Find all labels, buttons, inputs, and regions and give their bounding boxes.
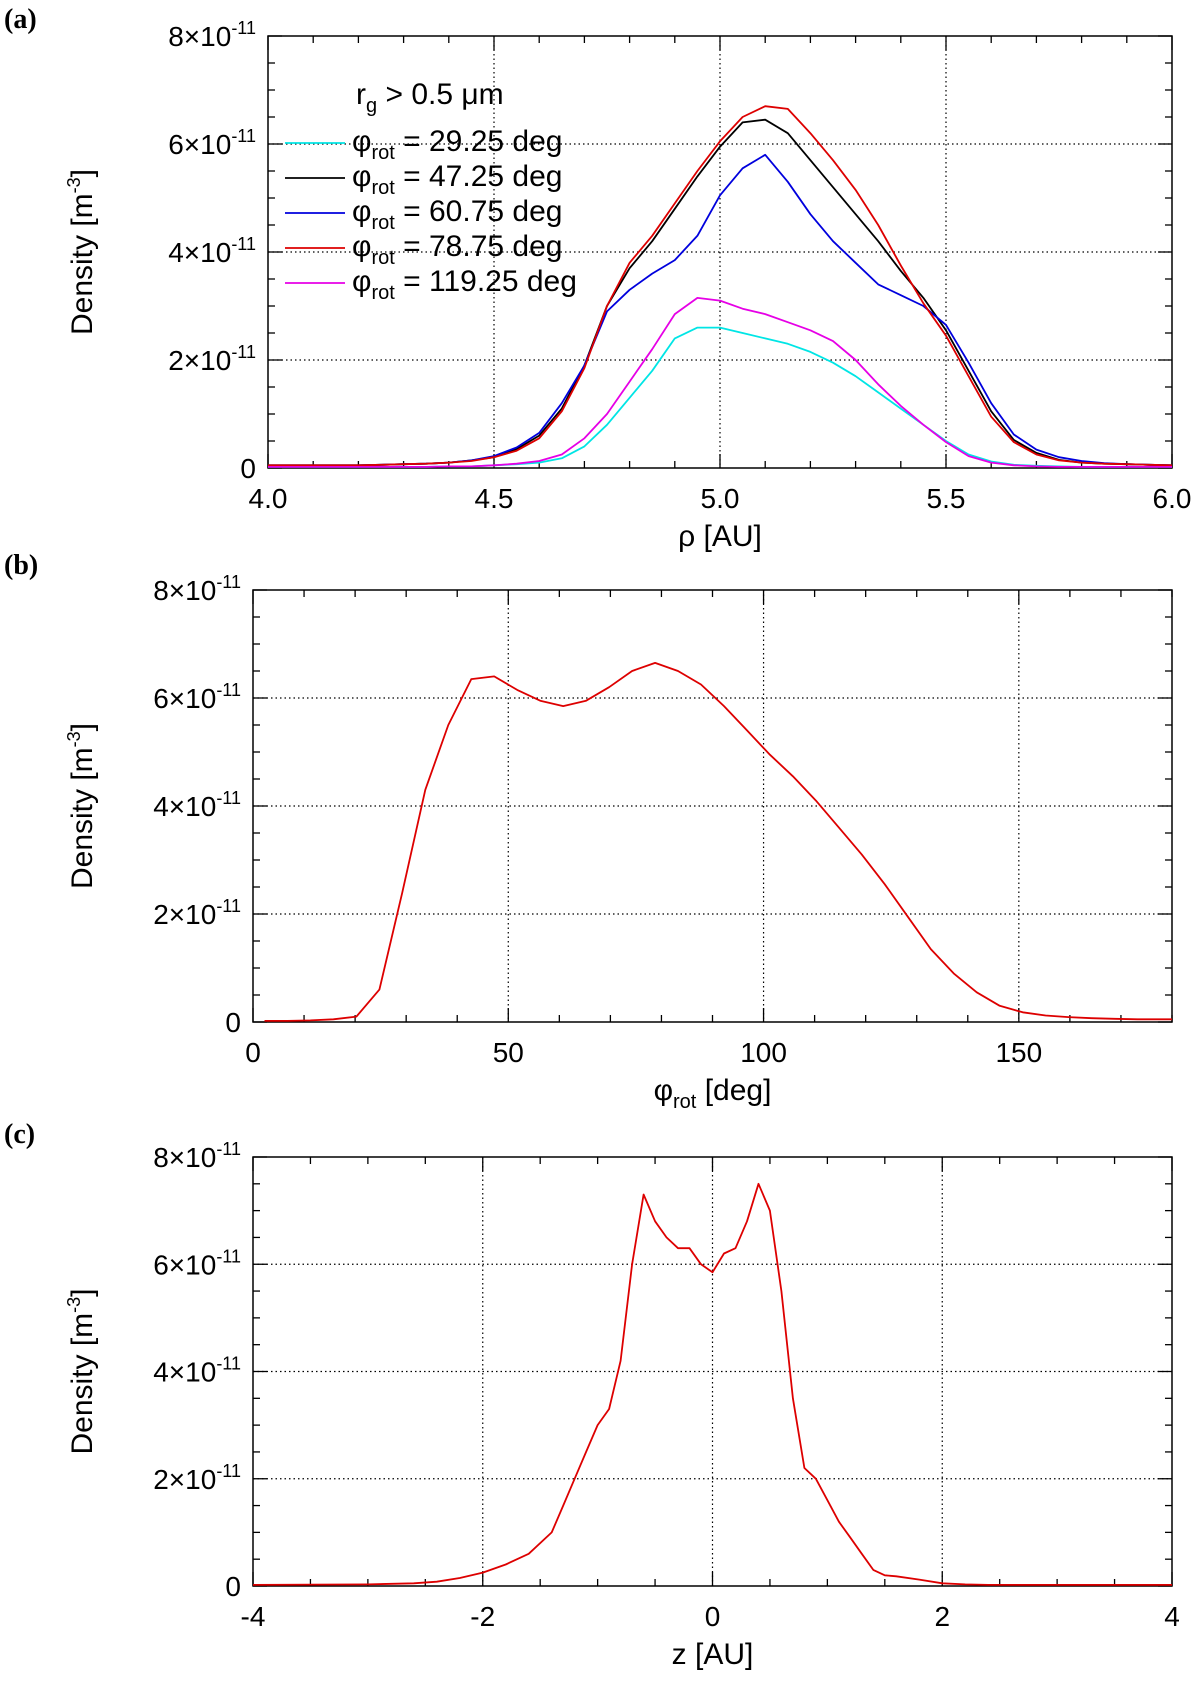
panel-label-b: (b) [4, 550, 38, 581]
y-tick-label: 6×10-11 [153, 680, 241, 714]
y-tick-label: 2×10-11 [153, 896, 241, 930]
x-tick-label: 50 [493, 1037, 524, 1068]
x-tick-label: 6.0 [1153, 483, 1192, 514]
x-tick-label: 2 [934, 1601, 950, 1632]
y-tick-label: 4×10-11 [153, 788, 241, 822]
y-axis-title: Density [m-3] [64, 1288, 99, 1454]
x-axis-title: z [AU] [672, 1638, 754, 1671]
y-tick-label: 4×10-11 [153, 1354, 241, 1388]
chart-panel-a: (a) 4.0 4.5 5.0 5.5 6.0 0 2×10-11 4×10-11 6×10-1… [4, 4, 1191, 553]
y-tick-label: 0 [225, 1571, 241, 1602]
x-tick-label: 150 [995, 1037, 1042, 1068]
y-tick-label: 0 [225, 1007, 241, 1038]
y-tick-label: 2×10-11 [153, 1461, 241, 1495]
panel-label-a: (a) [4, 4, 37, 35]
x-tick-label: -4 [241, 1601, 266, 1632]
y-tick-label: 8×10-11 [153, 1139, 241, 1173]
x-tick-label: 0 [705, 1601, 721, 1632]
x-tick-label: 4 [1164, 1601, 1180, 1632]
x-axis-title: φrot [deg] [654, 1074, 772, 1113]
y-axis-title: Density [m-3] [64, 723, 99, 889]
y-tick-label: 2×10-11 [168, 342, 256, 376]
x-tick-label: 100 [740, 1037, 787, 1068]
x-tick-label: 4.5 [475, 483, 514, 514]
y-tick-label: 4×10-11 [168, 234, 256, 268]
y-tick-label: 6×10-11 [153, 1246, 241, 1280]
series-line-4 [268, 105, 1173, 467]
x-tick-label: 5.0 [701, 483, 740, 514]
legend-label-3: φrot = 60.75 deg [352, 195, 562, 234]
x-tick-label: -2 [470, 1601, 495, 1632]
chart-panel-b: (b) 0 50 100 150 0 2×10-11 4×10-11 6×10-11 8×10-… [4, 550, 1173, 1113]
chart-panel-c: (c) -4 -2 0 2 4 0 2×10-11 4×10-11 6×10-11 8×10-11… [4, 1119, 1180, 1671]
x-tick-label: 0 [245, 1037, 261, 1068]
y-tick-label: 6×10-11 [168, 126, 256, 160]
series-line-1 [264, 662, 1172, 1022]
legend-label-2: φrot = 47.25 deg [352, 160, 562, 199]
series-line-1 [252, 1182, 1172, 1586]
y-axis-title: Density [m-3] [64, 169, 99, 335]
series-line-5 [268, 296, 1172, 468]
y-tick-label: 8×10-11 [153, 572, 241, 606]
legend-label-4: φrot = 78.75 deg [352, 230, 562, 269]
y-tick-label: 8×10-11 [168, 18, 256, 52]
legend-title: rg > 0.5 μm [356, 78, 504, 117]
panel-label-c: (c) [4, 1119, 35, 1150]
legend-label-5: φrot = 119.25 deg [352, 265, 577, 304]
x-axis-title: ρ [AU] [678, 520, 762, 553]
legend-label-1: φrot = 29.25 deg [352, 125, 562, 164]
x-tick-label: 5.5 [927, 483, 966, 514]
y-tick-label: 0 [240, 453, 256, 484]
x-tick-label: 4.0 [249, 483, 288, 514]
